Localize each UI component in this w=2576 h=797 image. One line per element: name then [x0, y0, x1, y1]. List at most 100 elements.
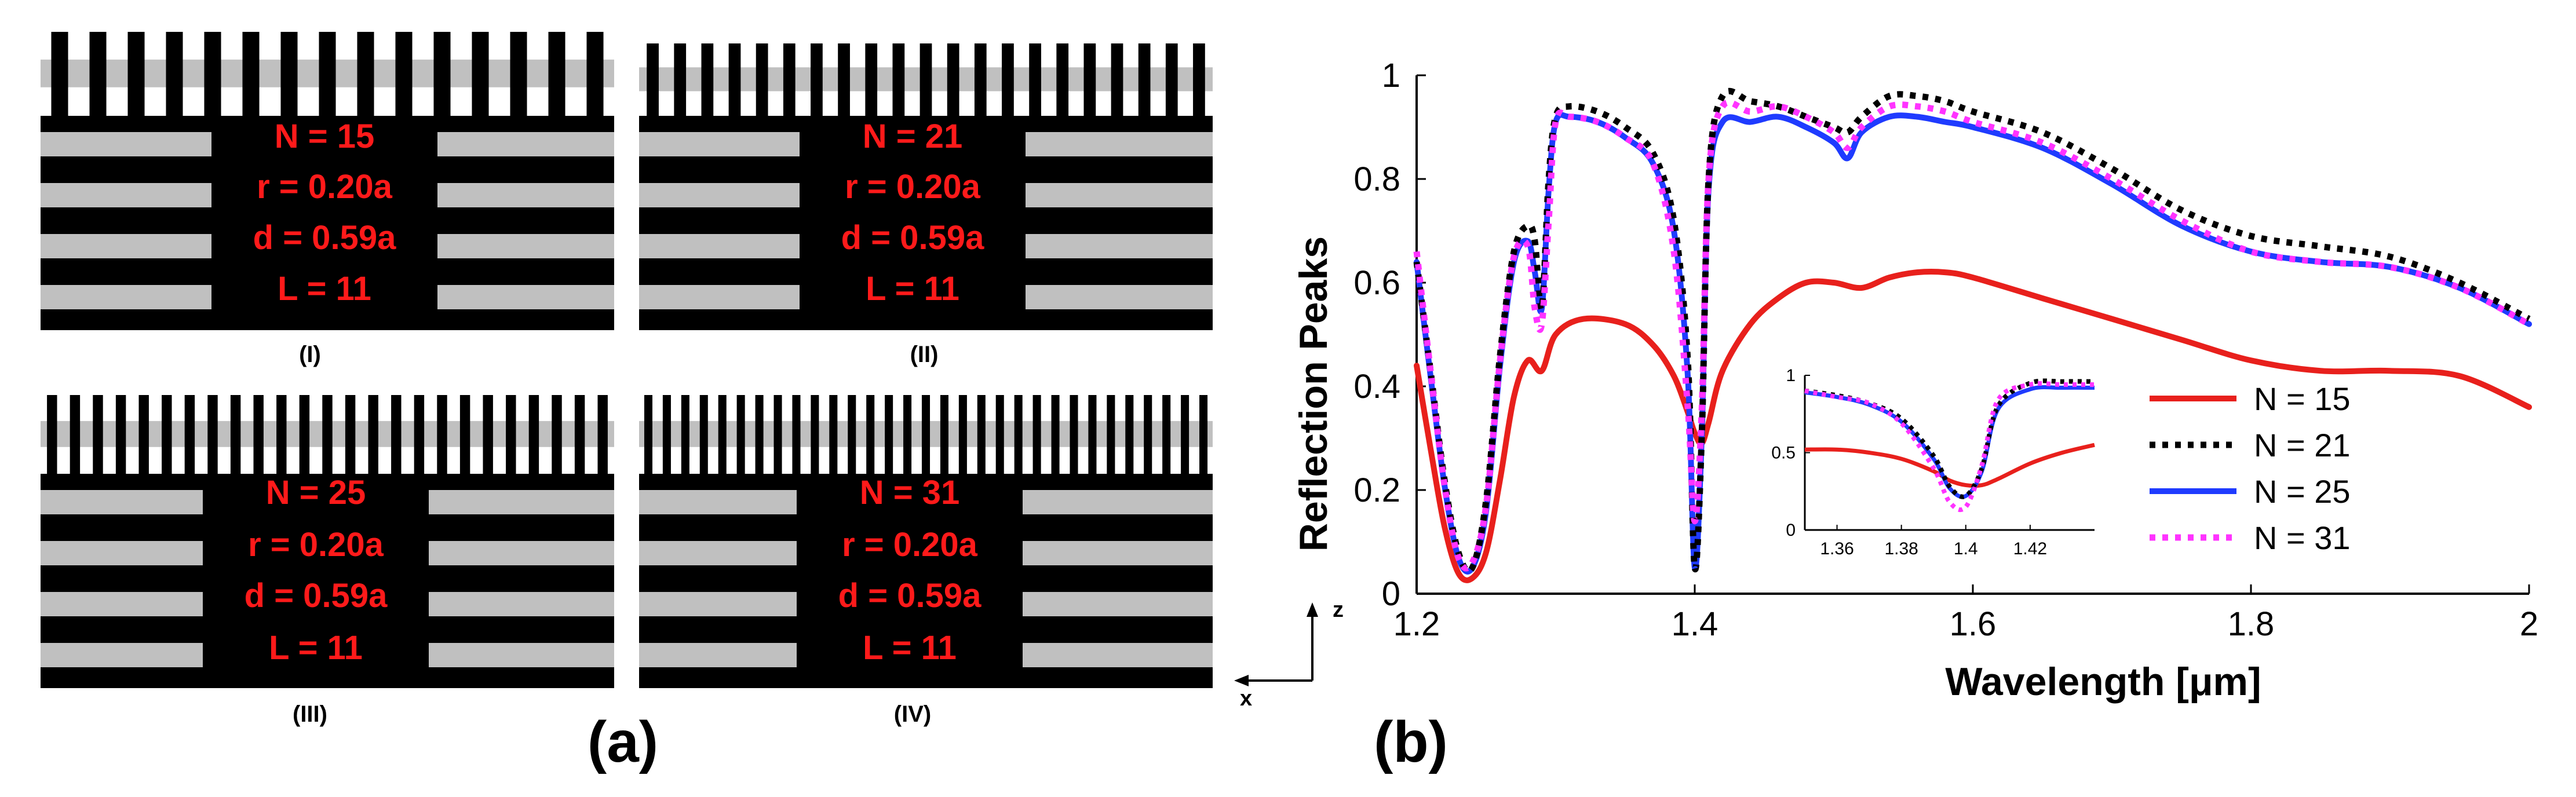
structure-iv-r: r = 0.20a [842, 526, 978, 564]
grating-bar [947, 43, 959, 116]
grating-bar [1088, 395, 1097, 474]
legend-label: N = 15 [2254, 381, 2351, 417]
grating-bar [681, 395, 689, 474]
grating-bar [253, 395, 264, 474]
grating-bar [1070, 395, 1078, 474]
legend: N = 15 N = 21 N = 25 N = 31 [2150, 381, 2351, 556]
grating-bar [1125, 395, 1134, 474]
grating-bar [977, 395, 986, 474]
structure-ii-r: r = 0.20a [845, 168, 981, 206]
axes-indicator: z x [1234, 598, 1344, 711]
y-tick-label: 0 [1382, 575, 1400, 613]
structure-i-d: d = 0.59a [253, 219, 396, 257]
grating-bar [162, 395, 172, 474]
structure-i-caption: (I) [299, 342, 321, 367]
structure-iii-l: L = 11 [269, 629, 363, 667]
grating-bar [548, 32, 565, 116]
grating-bar [783, 43, 796, 116]
grating-bar [184, 395, 195, 474]
structure-iii-caption: (III) [293, 701, 327, 727]
grating-bar [528, 395, 539, 474]
grating-bar [1165, 43, 1178, 116]
grating-bar [644, 395, 652, 474]
legend-label: N = 31 [2254, 520, 2351, 556]
grating-bar [230, 395, 241, 474]
grating-bar [1199, 395, 1208, 474]
grating-bar [866, 395, 875, 474]
grating-bar [166, 32, 183, 116]
grating-bar [1002, 43, 1014, 116]
grating-bar [940, 395, 948, 474]
y-axis-label: Reflection Peaks [1291, 236, 1336, 551]
grating-bar [701, 43, 714, 116]
grating-bar [51, 32, 68, 116]
grating-bar [70, 395, 81, 474]
grating-bar [345, 395, 356, 474]
grating-bar [1181, 395, 1190, 474]
z-arrow-icon [1307, 602, 1318, 617]
grating-bar [280, 32, 298, 116]
grating-bar [736, 395, 745, 474]
grating-bar [1107, 395, 1115, 474]
structure-ii-caption: (II) [910, 342, 939, 367]
grating-bar [699, 395, 708, 474]
axis-z-label: z [1333, 598, 1344, 622]
structure-i-label-box [211, 116, 437, 313]
inset-y-tick-label: 0 [1786, 521, 1796, 540]
grating-bar [647, 43, 659, 116]
grating-bar [892, 43, 905, 116]
grating-bar [506, 395, 516, 474]
inset-series-line-n31 [1804, 381, 2095, 513]
structure-i-n: N = 15 [275, 118, 375, 155]
panel-a-label: (a) [588, 710, 658, 774]
structure-i: N = 15 r = 0.20a d = 0.59a L = 11 (I) [41, 32, 614, 367]
grating-bar [552, 395, 562, 474]
inset-x-tick-label: 1.42 [2013, 539, 2047, 558]
grating-bar [755, 395, 764, 474]
y-tick-label: 1 [1382, 57, 1400, 94]
inset-series-line-n25 [1804, 385, 2095, 499]
structure-iii: N = 25 r = 0.20a d = 0.59a L = 11 (III) [41, 395, 614, 727]
grating-bar [674, 43, 687, 116]
grating-bar [391, 395, 402, 474]
panel-b-label: (b) [1374, 710, 1448, 774]
series-line-n21 [1413, 88, 2531, 575]
grating-bar [368, 395, 378, 474]
legend-label: N = 21 [2254, 427, 2351, 463]
grating-bar [276, 395, 287, 474]
legend-label: N = 25 [2254, 473, 2351, 510]
grating-bar [115, 395, 126, 474]
y-tick-label: 0.4 [1353, 368, 1400, 405]
grating-bar [728, 43, 741, 116]
y-tick-label: 0.8 [1353, 160, 1400, 198]
grating-bar [1083, 43, 1096, 116]
inset-x-tick-label: 1.38 [1884, 539, 1918, 558]
grating-bar [93, 395, 103, 474]
grating-bar [395, 32, 413, 116]
grating-bar [472, 32, 489, 116]
grating-bar [756, 43, 768, 116]
structure-iv-d: d = 0.59a [838, 577, 981, 615]
structure-iii-label-box [203, 474, 429, 674]
structure-iv-l: L = 11 [863, 629, 957, 667]
grating-bar [829, 395, 838, 474]
grating-bar [597, 395, 608, 474]
grating-bar [459, 395, 470, 474]
panel-a-structures: N = 15 r = 0.20a d = 0.59a L = 11 (I) N … [41, 32, 1213, 774]
structure-iii-r: r = 0.20a [248, 526, 384, 564]
grating-bar [437, 395, 447, 474]
grating-bar [811, 43, 823, 116]
structure-ii-n: N = 21 [863, 118, 963, 155]
inset-series [1804, 378, 2095, 513]
structure-iv-n: N = 31 [860, 474, 960, 511]
inset-y-tick-label: 1 [1786, 366, 1796, 385]
structure-iv-label-box [797, 474, 1023, 674]
structure-iii-n: N = 25 [266, 474, 366, 511]
structure-iv: N = 31 r = 0.20a d = 0.59a L = 11 (IV) [639, 395, 1213, 727]
grating-bar [1144, 395, 1152, 474]
main-tick-labels: 1.2 1.4 1.6 1.8 2 0 0.2 0.4 0.6 0.8 1 [1353, 57, 2538, 643]
grating-bar [921, 395, 931, 474]
grating-bar [811, 395, 819, 474]
grating-bar [357, 32, 374, 116]
